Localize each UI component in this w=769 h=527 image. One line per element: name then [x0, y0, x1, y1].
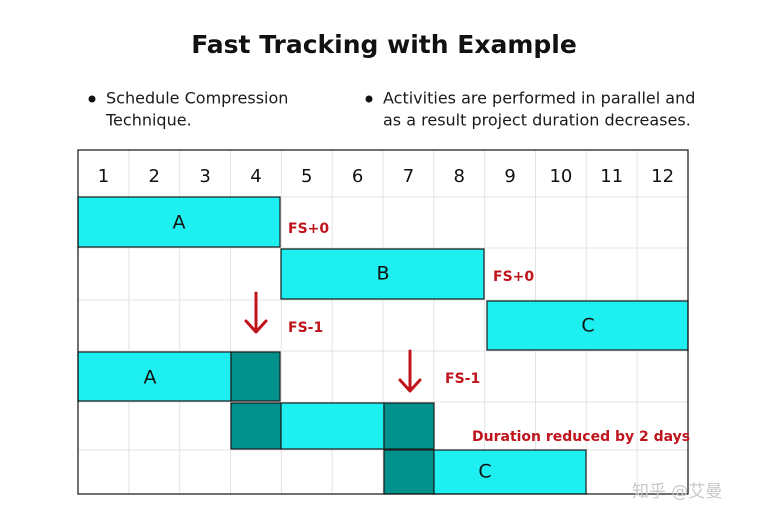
column-number: 8	[454, 166, 465, 187]
column-number: 6	[352, 166, 363, 187]
column-number: 4	[250, 166, 261, 187]
note: FS+0	[288, 221, 329, 237]
bar	[433, 449, 587, 495]
bar-label: A	[173, 212, 186, 234]
bullet-text: Technique.	[105, 111, 192, 130]
overlap	[383, 402, 435, 450]
bullet-text: Schedule Compression	[106, 89, 288, 108]
column-number: 5	[301, 166, 312, 187]
watermark: 知乎 @艾曼	[632, 482, 722, 502]
bar-label: C	[478, 461, 491, 483]
bullet-text: as a result project duration decreases.	[383, 111, 691, 130]
column-number: 11	[600, 166, 623, 187]
column-number: 10	[549, 166, 572, 187]
note: Duration reduced by 2 days	[472, 429, 690, 445]
column-number: 12	[651, 166, 674, 187]
title: Fast Tracking with Example	[191, 30, 577, 59]
bullet-text: Activities are performed in parallel and	[383, 89, 695, 108]
note: FS+0	[493, 269, 534, 285]
overlap	[230, 351, 281, 402]
column-number: 1	[98, 166, 109, 187]
arrow	[244, 291, 268, 334]
note: FS-1	[445, 371, 480, 387]
column-number: 3	[199, 166, 210, 187]
bar-label: A	[144, 367, 157, 389]
bar-label: B	[376, 263, 389, 285]
bar	[280, 402, 385, 450]
bar	[280, 248, 485, 300]
arrow	[398, 349, 422, 393]
overlap	[383, 449, 435, 495]
column-number: 9	[504, 166, 515, 187]
bar	[486, 300, 689, 351]
frame	[77, 149, 689, 495]
bullet-dot	[88, 95, 96, 103]
column-number: 2	[149, 166, 160, 187]
note: FS-1	[288, 320, 323, 336]
overlap	[230, 402, 282, 450]
column-number: 7	[403, 166, 414, 187]
bar-label: C	[581, 315, 594, 337]
bullet-dot	[365, 95, 373, 103]
